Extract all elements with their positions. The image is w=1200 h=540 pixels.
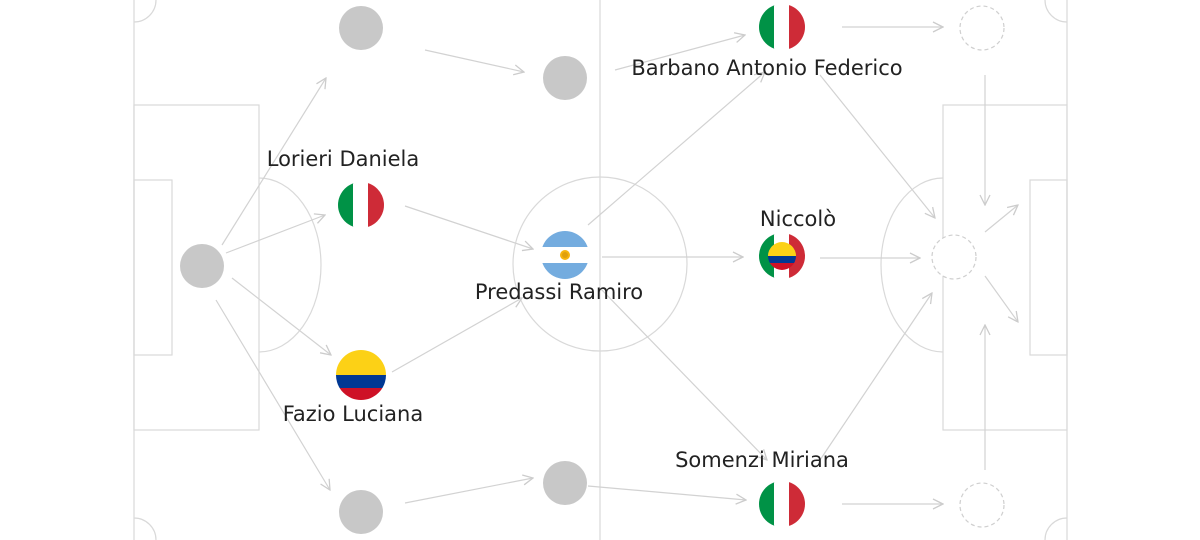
arrow [231,277,331,355]
arrow [225,215,325,254]
corner-arc-tr [1044,0,1068,23]
arrow [984,275,1018,322]
player-name-somenzi: Somenzi Miriana [675,448,849,472]
position-empty-node[interactable] [543,461,587,505]
goalkeeper-empty-node[interactable] [180,244,224,288]
arrow [404,205,533,249]
arrow [221,78,326,246]
arrow [215,299,330,490]
arrow [819,74,935,218]
italy-flag-icon[interactable] [759,481,805,527]
position-empty-node[interactable] [543,56,587,100]
player-name-lorieri: Lorieri Daniela [266,147,420,171]
arrow [614,35,745,71]
position-empty-node[interactable] [339,490,383,534]
arrow [984,205,1018,233]
italy-flag-icon[interactable] [759,4,805,50]
arrow [587,485,746,500]
arrow [424,49,524,72]
player-name-predassi: Predassi Ramiro [474,280,644,304]
left-penalty-arc [258,177,322,353]
arrow [391,298,522,373]
empty-positions [180,5,1005,534]
player-name-fazio: Fazio Luciana [282,402,424,426]
corner-arc-br [1044,517,1068,540]
left-goal-area [133,179,173,356]
colombia-flag-icon[interactable] [336,350,386,401]
arrow [587,72,765,226]
right-goal-area [1029,179,1068,356]
right-penalty-arc [880,177,944,353]
italy-colombia-flag-icon[interactable] [759,233,805,279]
target-dashed-node[interactable] [959,5,1005,51]
player-name-niccolo: Niccolò [759,207,837,231]
pass-arrows [215,27,1018,504]
arrow [404,478,533,504]
player-name-barbano: Barbano Antonio Federico [631,56,903,80]
position-empty-node[interactable] [339,6,383,50]
target-dashed-node[interactable] [959,482,1005,528]
arrow [819,293,932,461]
pitch-markings [133,0,1068,540]
argentina-flag-icon[interactable] [541,231,589,279]
italy-flag-icon[interactable] [338,182,384,228]
center-circle [512,176,688,352]
corner-arc-tl [133,0,157,23]
arrow [599,287,767,460]
target-dashed-node[interactable] [931,234,977,280]
corner-arc-bl [133,517,157,540]
